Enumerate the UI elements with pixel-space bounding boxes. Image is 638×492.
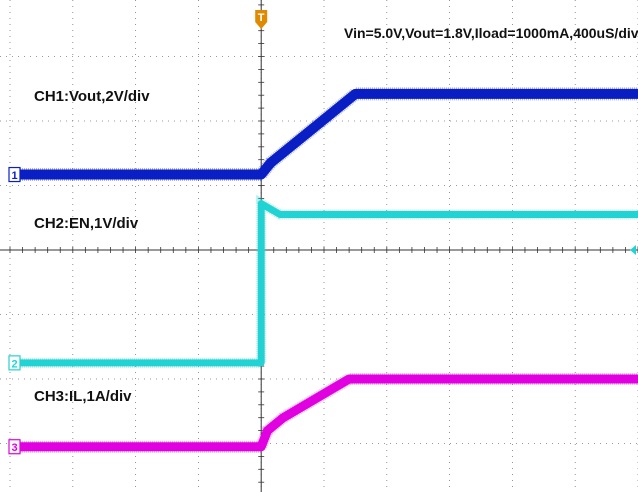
trace-ch1	[10, 88, 638, 180]
trace-ch2-noise	[10, 194, 638, 368]
series-label-ch1: CH1:Vout,2V/div	[34, 88, 150, 105]
trigger-shape	[255, 10, 268, 29]
marker-box	[8, 355, 21, 371]
marker-label: 1	[12, 170, 18, 182]
trace-ch2	[10, 200, 638, 367]
traces	[10, 87, 638, 453]
trigger-label: T	[258, 12, 265, 24]
trace-ch1-noise	[10, 87, 638, 181]
marker-box	[8, 439, 21, 455]
channel-markers: 1 2 3 T	[8, 10, 636, 455]
marker-label: 2	[12, 358, 18, 370]
series-label-ch3: CH3:IL,1A/div	[34, 388, 132, 405]
marker-label: 3	[12, 442, 18, 454]
series-label-ch2: CH2:EN,1V/div	[34, 215, 139, 232]
trigger-marker: T	[255, 10, 268, 29]
channel-marker-ch3: 3	[8, 439, 21, 455]
trace-ch3	[10, 374, 638, 452]
right-level-marker	[630, 245, 636, 255]
chart-annotation: Vin=5.0V,Vout=1.8V,Iload=1000mA,400uS/di…	[344, 25, 638, 41]
channel-marker-ch1: 1	[8, 166, 21, 183]
trace-ch3-noise	[10, 373, 638, 453]
marker-box	[8, 166, 21, 183]
channel-marker-ch2: 2	[8, 355, 21, 371]
